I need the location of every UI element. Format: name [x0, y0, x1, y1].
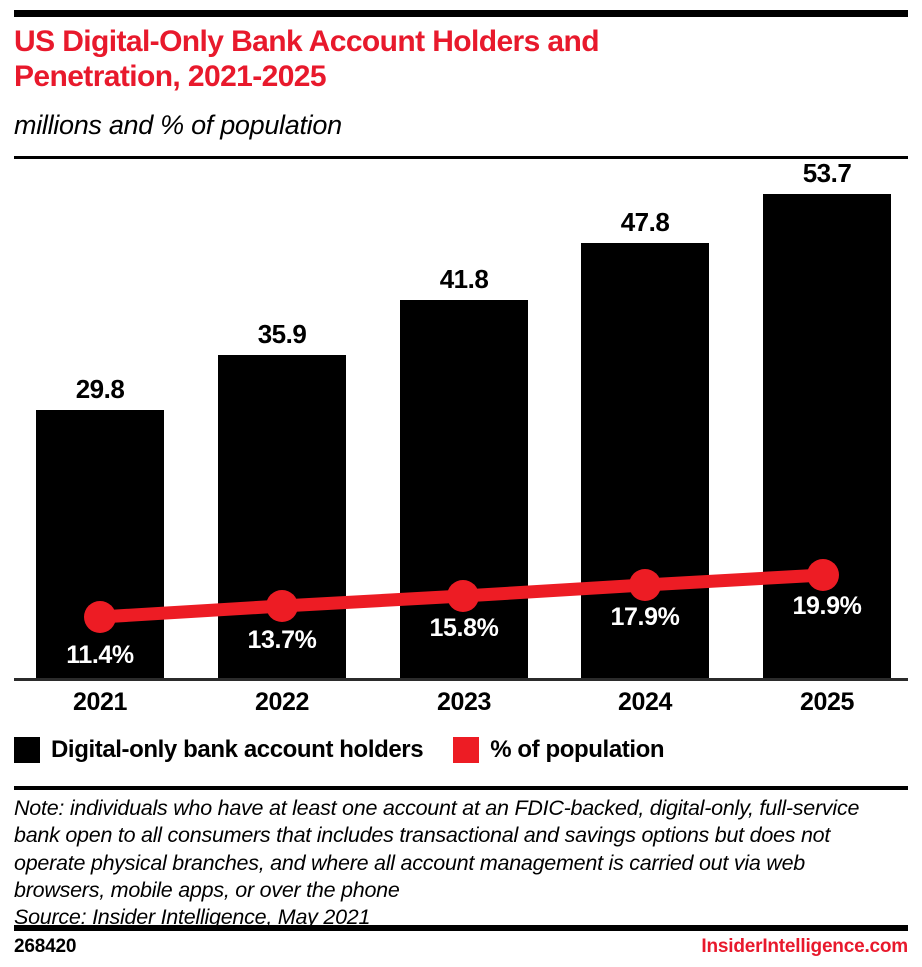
brand-link[interactable]: InsiderIntelligence.com — [701, 936, 908, 957]
percent-marker-2025[interactable] — [807, 559, 839, 591]
chart-id: 268420 — [14, 936, 77, 957]
percent-of-population-line-series — [84, 559, 839, 633]
chart-title-line-2: Penetration, 2021-2025 — [14, 60, 327, 94]
x-axis-line — [14, 678, 908, 681]
note-line-1: Note: individuals who have at least one … — [14, 796, 860, 820]
bar-value-2023: 41.8 — [439, 264, 489, 294]
x-axis-label-2023: 2023 — [436, 688, 491, 716]
x-axis-label-2024: 2024 — [617, 688, 672, 716]
bar-2022[interactable] — [218, 355, 346, 678]
percent-marker-2022[interactable] — [266, 590, 298, 622]
percent-label-2021: 11.4% — [66, 641, 134, 669]
chart-subtitle: millions and % of population — [14, 110, 342, 140]
note-line-3: operate physical branches, and where all… — [14, 850, 805, 875]
percent-label-2022: 13.7% — [247, 626, 317, 654]
black-square-swatch-icon — [14, 737, 40, 763]
bar-2024[interactable] — [581, 243, 709, 678]
percent-marker-2023[interactable] — [447, 580, 479, 612]
x-axis-labels: 2021 2022 2023 2024 2025 — [0, 688, 922, 722]
bar-value-2022: 35.9 — [257, 319, 307, 349]
plot-area: 29.8 35.9 41.8 47.8 53.7 11.4% 13.7% 15.… — [0, 158, 922, 685]
percent-marker-2021[interactable] — [84, 601, 116, 633]
percent-label-2024: 17.9% — [610, 603, 680, 631]
footer-divider-rule — [14, 925, 908, 931]
bar-2025[interactable] — [763, 194, 891, 678]
chart-note: Note: individuals who have at least one … — [14, 795, 904, 931]
note-divider-rule — [14, 786, 908, 790]
percent-label-2023: 15.8% — [429, 614, 499, 642]
chart-title-line-1: US Digital-Only Bank Account Holders and — [14, 25, 600, 58]
chart-legend: Digital-only bank account holders % of p… — [14, 734, 694, 766]
legend-label-penetration: % of population — [490, 736, 665, 763]
x-axis-label-2025: 2025 — [799, 688, 854, 716]
percent-marker-2024[interactable] — [629, 569, 661, 601]
chart-title: US Digital-Only Bank Account Holders and… — [14, 24, 844, 95]
bar-2023[interactable] — [400, 300, 528, 678]
bar-value-2025: 53.7 — [802, 158, 852, 188]
legend-item-holders[interactable]: Digital-only bank account holders — [14, 736, 424, 764]
bar-value-2021: 29.8 — [75, 374, 125, 404]
subtitle-divider-rule — [14, 156, 908, 159]
percent-label-2025: 19.9% — [792, 592, 862, 620]
legend-label-holders: Digital-only bank account holders — [51, 736, 424, 763]
x-axis-label-2021: 2021 — [72, 688, 127, 716]
top-divider-rule — [14, 10, 908, 17]
bar-2021[interactable] — [36, 410, 164, 678]
legend-item-penetration[interactable]: % of population — [453, 736, 665, 764]
note-line-4: browsers, mobile apps, or over the phone — [14, 877, 400, 902]
x-axis-label-2022: 2022 — [254, 688, 309, 716]
bar-value-2024: 47.8 — [620, 207, 670, 237]
red-square-swatch-icon — [453, 737, 480, 763]
note-line-2: bank open to all consumers that includes… — [14, 823, 831, 848]
